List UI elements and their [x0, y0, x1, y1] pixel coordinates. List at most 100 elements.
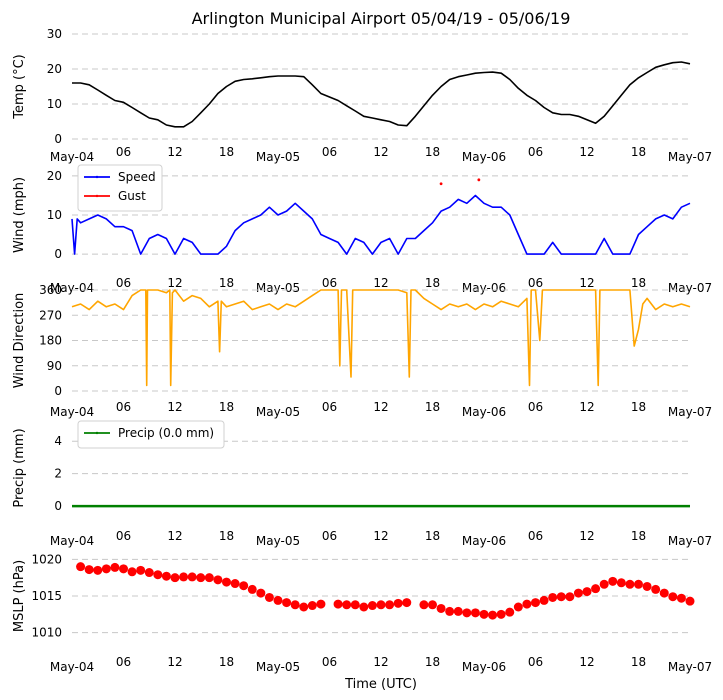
data-point — [385, 600, 395, 610]
y-axis-label: Wind Direction — [12, 293, 27, 389]
data-point — [153, 570, 163, 580]
data-point — [445, 606, 455, 616]
data-point — [307, 601, 317, 611]
x-tick-label: May-04 — [50, 660, 94, 674]
x-tick-label: 18 — [219, 145, 234, 159]
x-tick-label: 12 — [167, 655, 182, 669]
data-point — [428, 600, 437, 610]
data-point — [179, 572, 189, 582]
panel-precip: 0 2 4 May-04 06 12 18 May-05 06 12 18 May-06 06 12 18 M… — [12, 420, 712, 548]
data-point — [470, 608, 480, 618]
x-tick-label: May-06 — [462, 534, 506, 548]
data-point — [230, 579, 240, 589]
data-point — [196, 573, 206, 583]
x-tick-label: 12 — [373, 529, 388, 543]
x-tick-label: 06 — [528, 145, 543, 159]
y-tick-label: 270 — [39, 308, 62, 322]
data-point — [342, 600, 352, 610]
y-tick-label: 30 — [47, 27, 62, 41]
y-tick-label: 0 — [54, 384, 62, 398]
legend-label: Gust — [118, 189, 146, 203]
y-tick-label: 0 — [54, 132, 62, 146]
y-axis-label: MSLP (hPa) — [12, 560, 27, 632]
data-point — [299, 602, 309, 612]
x-tick-label: 18 — [631, 400, 646, 414]
data-point — [333, 599, 343, 609]
y-tick-label: 2 — [54, 467, 62, 481]
y-tick-label: 20 — [47, 169, 62, 183]
x-tick-label: 06 — [322, 655, 337, 669]
data-point — [239, 581, 249, 591]
data-point — [505, 607, 515, 617]
legend-label: Speed — [118, 170, 156, 184]
x-tick-label: 18 — [425, 400, 440, 414]
data-point — [84, 565, 94, 575]
x-tick-label: 18 — [631, 655, 646, 669]
x-tick-label: 12 — [373, 655, 388, 669]
x-tick-label: 12 — [579, 400, 594, 414]
x-tick-label: 06 — [322, 276, 337, 290]
data-point — [642, 581, 652, 591]
series-line-temperature — [72, 61, 691, 128]
data-point — [513, 602, 523, 612]
legend-label: Precip (0.0 mm) — [118, 426, 214, 440]
y-axis-label: Wind (mph) — [12, 177, 27, 253]
x-tick-label: 12 — [373, 145, 388, 159]
y-tick-label: 10 — [47, 208, 62, 222]
data-point — [439, 182, 443, 186]
x-tick-label: May-07 — [668, 534, 712, 548]
x-tick-label: May-07 — [668, 281, 712, 295]
data-point — [136, 565, 146, 575]
data-point — [634, 579, 643, 589]
data-point — [625, 579, 635, 589]
y-axis-label: Temp (°C) — [12, 54, 27, 120]
x-tick-label: 06 — [528, 655, 543, 669]
data-point — [651, 584, 661, 594]
y-tick-label: 1015 — [31, 589, 62, 603]
x-tick-label: 06 — [528, 529, 543, 543]
x-tick-label: May-05 — [256, 281, 300, 295]
x-tick-label: 12 — [167, 276, 182, 290]
x-tick-label: May-06 — [462, 660, 506, 674]
legend-marker — [95, 431, 99, 435]
series-line-speed — [71, 194, 691, 255]
y-tick-label: 0 — [54, 247, 62, 261]
series-line-direction — [71, 289, 691, 387]
data-point — [488, 610, 498, 620]
data-point — [222, 577, 231, 587]
data-point — [548, 592, 558, 602]
x-tick-label: May-06 — [462, 150, 506, 164]
x-tick-label: May-05 — [256, 150, 300, 164]
data-point — [668, 592, 678, 602]
data-point — [539, 595, 549, 605]
data-point — [676, 593, 686, 603]
x-tick-label: 06 — [116, 276, 131, 290]
x-tick-label: 12 — [579, 145, 594, 159]
x-tick-label: May-04 — [50, 150, 94, 164]
data-point — [127, 567, 137, 577]
data-point — [376, 600, 386, 610]
x-tick-label: 06 — [116, 400, 131, 414]
y-tick-label: 20 — [47, 62, 62, 76]
x-tick-label: 18 — [631, 145, 646, 159]
x-tick-label: 18 — [219, 655, 234, 669]
data-point — [685, 596, 695, 606]
data-point — [599, 579, 609, 589]
x-tick-label: 18 — [631, 529, 646, 543]
data-point — [436, 603, 446, 613]
data-point — [479, 609, 489, 619]
data-point — [187, 572, 197, 582]
y-tick-label: 0 — [54, 499, 62, 513]
data-point — [247, 584, 257, 594]
x-tick-label: 12 — [579, 529, 594, 543]
y-tick-label: 4 — [54, 434, 62, 448]
data-point — [556, 592, 566, 602]
data-point — [204, 573, 214, 583]
x-tick-label: 18 — [219, 276, 234, 290]
data-point — [264, 592, 274, 602]
x-tick-label: 18 — [425, 529, 440, 543]
legend-marker — [95, 194, 99, 198]
data-point — [522, 599, 532, 609]
